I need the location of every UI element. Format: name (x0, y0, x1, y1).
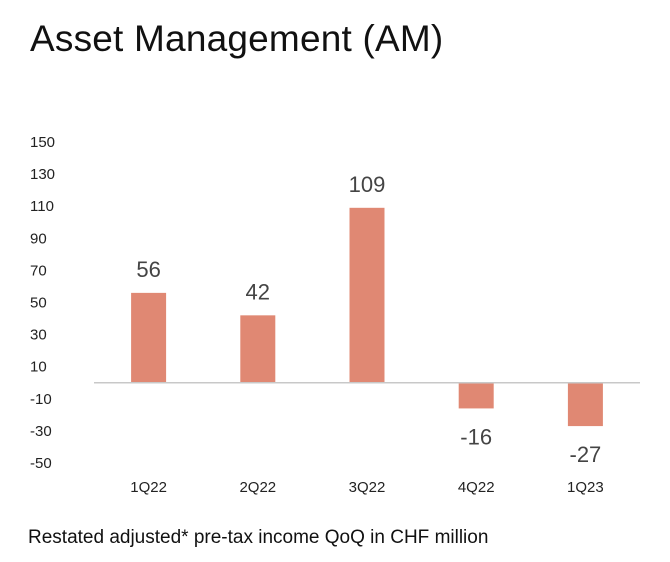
y-tick-label: 130 (30, 166, 55, 183)
bar (567, 382, 603, 427)
bar (240, 315, 276, 383)
bar (349, 207, 385, 383)
x-tick-label: 1Q22 (130, 479, 167, 496)
data-label: 109 (349, 172, 386, 197)
data-label: 42 (246, 279, 270, 304)
y-tick-label: -30 (30, 423, 52, 440)
y-tick-label: 90 (30, 230, 47, 247)
x-tick-label: 2Q22 (239, 479, 276, 496)
y-tick-label: -50 (30, 455, 52, 472)
y-tick-label: 30 (30, 327, 47, 344)
data-label: 56 (136, 257, 160, 282)
data-label: -16 (460, 424, 492, 449)
x-tick-label: 1Q23 (567, 479, 604, 496)
bar-chart: 150 130 110 90 70 50 30 10 -10 -30 -50 56 42 109 -16 -… (30, 134, 640, 496)
bars (131, 207, 603, 427)
chart-caption: Restated adjusted* pre-tax income QoQ in… (28, 527, 489, 548)
y-tick-label: 10 (30, 359, 47, 376)
x-axis-ticks: 1Q22 2Q22 3Q22 4Q22 1Q23 (130, 479, 604, 496)
x-tick-label: 4Q22 (458, 479, 495, 496)
y-tick-label: 70 (30, 262, 47, 279)
y-tick-label: 50 (30, 295, 47, 312)
data-labels: 56 42 109 -16 -27 (136, 172, 601, 467)
chart-title: Asset Management (AM) (30, 18, 444, 59)
y-tick-label: 150 (30, 134, 55, 151)
x-tick-label: 3Q22 (349, 479, 386, 496)
bar (131, 292, 167, 383)
y-axis-ticks: 150 130 110 90 70 50 30 10 -10 -30 -50 (30, 134, 55, 472)
data-label: -27 (570, 442, 602, 467)
bar (458, 382, 494, 409)
y-tick-label: 110 (30, 198, 54, 215)
y-tick-label: -10 (30, 391, 52, 408)
